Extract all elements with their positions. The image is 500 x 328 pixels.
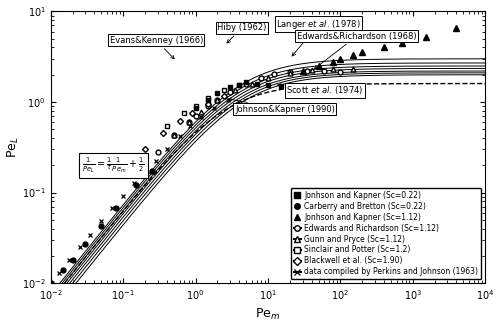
Text: Scott $et\ al$. (1974): Scott $et\ al$. (1974) [278,84,364,96]
Text: Langer $et\ al$. (1978): Langer $et\ al$. (1978) [276,18,361,56]
X-axis label: Pe$_m$: Pe$_m$ [256,307,280,322]
Text: Hiby (1962): Hiby (1962) [218,23,266,43]
Text: Evans&Kenney (1966): Evans&Kenney (1966) [110,36,203,59]
Text: Edwards&Richardson (1968): Edwards&Richardson (1968) [297,32,416,69]
Text: $\frac{1}{Pe_L} = \frac{1}{\tau} \frac{1}{Pe_m} + \frac{1}{2}$: $\frac{1}{Pe_L} = \frac{1}{\tau} \frac{1… [82,155,144,175]
Legend: Jonhson and Kapner (Sc=0.22), Carberry and Bretton (Sc=0.22), Jonhson and Kapner: Jonhson and Kapner (Sc=0.22), Carberry a… [290,188,482,279]
Text: Johnson&Kapner (1990): Johnson&Kapner (1990) [228,98,335,114]
Y-axis label: Pe$_L$: Pe$_L$ [6,136,20,158]
